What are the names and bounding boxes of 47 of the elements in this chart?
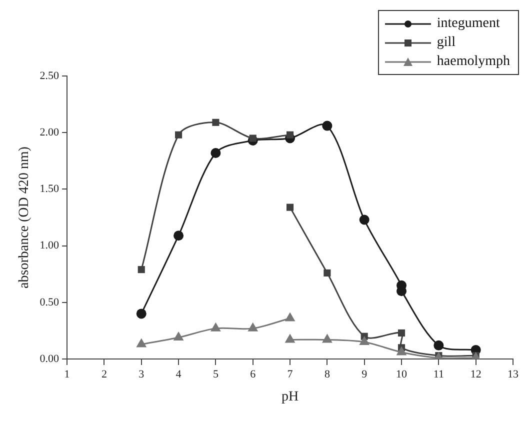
x-tick-label: 6	[250, 368, 256, 380]
y-tick-label: 1.50	[40, 183, 60, 196]
y-tick-label: 0.00	[40, 352, 60, 365]
point	[249, 134, 256, 142]
point	[174, 230, 184, 241]
point	[286, 131, 294, 138]
point	[212, 118, 220, 126]
point	[210, 322, 221, 332]
x-axis-title: pH	[281, 389, 299, 404]
point	[398, 329, 406, 336]
point	[359, 336, 370, 346]
point	[324, 269, 331, 277]
point	[175, 131, 182, 138]
y-tick-label: 2.50	[40, 70, 60, 82]
point	[173, 331, 184, 340]
point	[322, 120, 332, 131]
point	[359, 214, 370, 225]
y-axis-title: absorbance (OD 420 nm)	[17, 146, 32, 288]
legend-label: integument	[436, 16, 500, 31]
y-tick-label: 0.50	[40, 296, 60, 308]
x-tick-label: 2	[101, 368, 107, 380]
point	[138, 266, 145, 274]
legend-label: gill	[436, 35, 456, 50]
point	[286, 204, 294, 211]
point	[434, 340, 444, 350]
x-tick-label: 10	[396, 368, 408, 380]
point	[136, 338, 147, 348]
y-tick-label: 2.00	[40, 126, 60, 138]
point	[396, 346, 407, 356]
x-tick-label: 1	[64, 368, 70, 380]
x-tick-label: 12	[470, 368, 482, 380]
x-tick-label: 8	[324, 368, 330, 380]
x-tick-label: 9	[362, 368, 368, 380]
x-tick-label: 13	[508, 368, 519, 380]
point	[136, 308, 146, 319]
x-tick-label: 4	[176, 368, 182, 380]
legend-label: haemolymph	[436, 54, 510, 69]
point	[284, 312, 296, 322]
point	[248, 322, 258, 332]
point	[210, 148, 221, 158]
x-tick-label: 7	[287, 368, 294, 380]
point	[284, 334, 296, 343]
x-tick-label: 11	[433, 368, 444, 380]
y-tick-label: 1.00	[40, 240, 60, 252]
point	[322, 334, 332, 343]
x-tick-label: 5	[212, 368, 219, 380]
x-tick-label: 3	[138, 368, 145, 380]
